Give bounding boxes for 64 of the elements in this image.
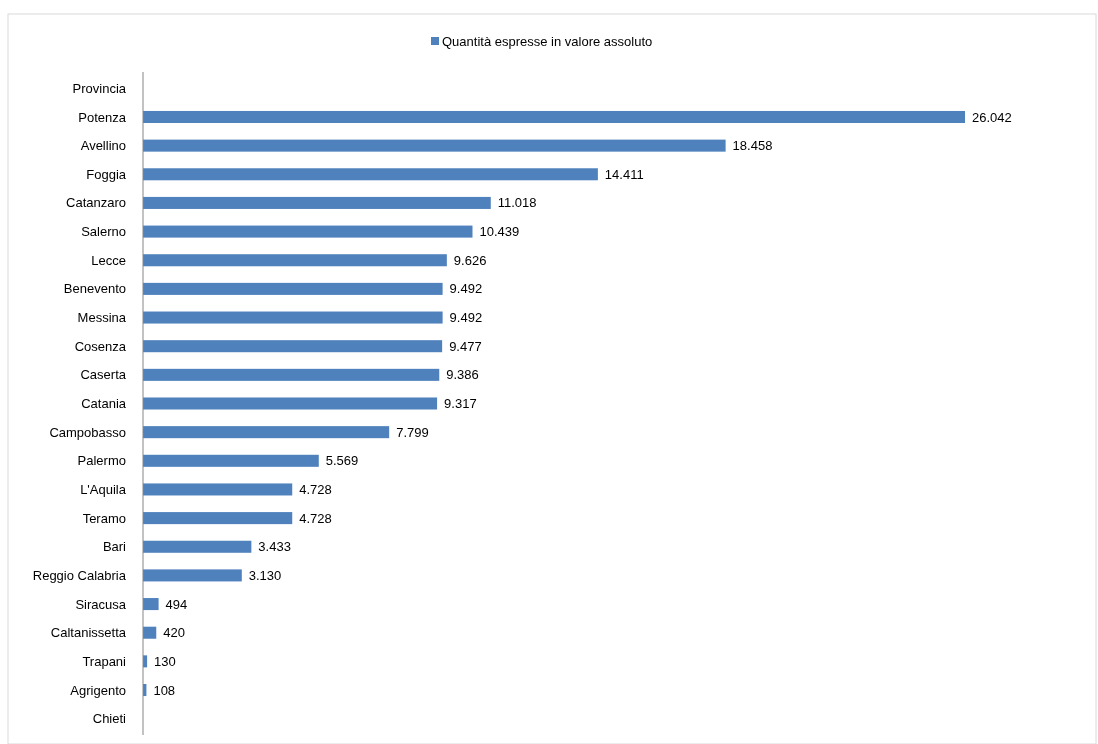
y-tick-label: Teramo	[82, 510, 126, 526]
data-label: 4.728	[299, 510, 332, 526]
bar	[143, 139, 726, 152]
y-tick-label: Potenza	[78, 109, 127, 125]
bar	[143, 340, 443, 353]
bar	[143, 368, 440, 381]
bar	[143, 426, 390, 439]
bar	[143, 598, 159, 611]
data-label: 9.386	[446, 367, 479, 383]
y-tick-label: Foggia	[86, 166, 127, 182]
bar	[143, 626, 157, 639]
y-tick-label: Agrigento	[70, 682, 126, 698]
data-label: 108	[153, 682, 176, 698]
bar	[143, 483, 293, 496]
data-label: 14.411	[604, 166, 644, 182]
y-tick-label: Chieti	[92, 711, 127, 727]
y-tick-label: Lecce	[91, 252, 126, 268]
y-tick-label: Salerno	[81, 224, 126, 240]
y-tick-label: Catanzaro	[66, 195, 126, 211]
y-tick-label: Benevento	[63, 281, 126, 297]
bar	[143, 311, 443, 324]
data-label: 9.492	[449, 310, 483, 326]
bar	[143, 282, 443, 295]
y-tick-label: Catania	[81, 396, 127, 412]
bar	[143, 512, 293, 525]
bar	[143, 168, 598, 181]
data-label: 5.569	[325, 453, 359, 469]
data-label: 11.018	[497, 195, 537, 211]
bar	[143, 110, 965, 123]
bar	[143, 397, 438, 410]
data-label: 18.458	[732, 138, 773, 154]
y-tick-label: Trapani	[82, 653, 127, 669]
y-tick-label: Campobasso	[49, 424, 126, 440]
data-label: 9.626	[453, 252, 487, 268]
y-tick-label: Palermo	[77, 453, 126, 469]
y-tick-label: Caserta	[80, 367, 127, 383]
data-label: 130	[154, 653, 176, 669]
data-label: 10.439	[479, 224, 520, 240]
y-tick-label: Siracusa	[75, 596, 127, 612]
y-tick-label: Reggio Calabria	[32, 567, 127, 583]
y-tick-label: Avellino	[80, 138, 126, 154]
data-label: 9.492	[449, 281, 483, 297]
data-label: 7.799	[396, 424, 429, 440]
data-label: 4.728	[299, 482, 332, 498]
data-label: 26.042	[972, 109, 1012, 125]
data-label: 494	[165, 596, 188, 612]
data-label: 9.477	[449, 338, 482, 354]
bar	[143, 454, 319, 467]
y-tick-label: Messina	[77, 310, 127, 326]
bar	[143, 225, 473, 238]
y-tick-label: Bari	[102, 539, 127, 555]
data-label: 420	[163, 625, 185, 641]
bar	[143, 569, 242, 582]
data-label: 9.317	[444, 396, 477, 412]
y-tick-label: Caltanissetta	[50, 625, 127, 641]
data-label: 3.130	[248, 567, 282, 583]
y-tick-label: Provincia	[72, 80, 127, 96]
y-tick-label: Cosenza	[74, 338, 127, 354]
y-tick-label: L'Aquila	[80, 482, 127, 498]
data-label: 3.433	[258, 539, 291, 555]
bar	[143, 196, 491, 209]
bar	[143, 254, 447, 267]
legend-label: Quantità espresse in valore assoluto	[442, 33, 653, 49]
bar	[143, 540, 252, 553]
